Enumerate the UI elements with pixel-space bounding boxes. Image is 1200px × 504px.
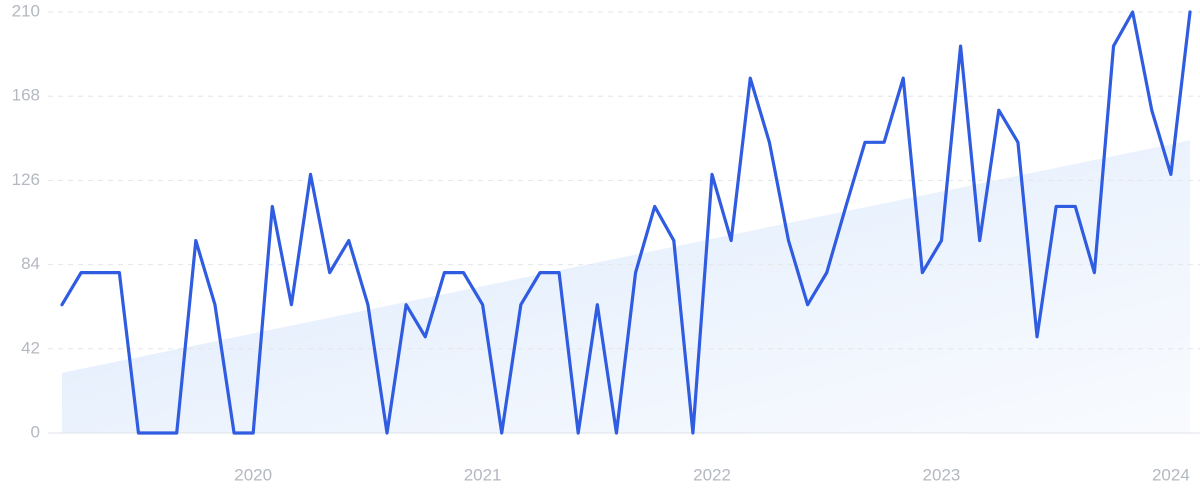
series-line: [60, 10, 1192, 435]
x-tick-label: 2024: [1152, 465, 1190, 484]
y-tick-label: 0: [31, 422, 40, 441]
x-tick-label: 2023: [923, 465, 961, 484]
x-tick-label: 2022: [693, 465, 731, 484]
x-tick-label: 2020: [234, 465, 272, 484]
y-tick-label: 84: [21, 254, 40, 273]
y-tick-label: 168: [12, 86, 40, 105]
x-tick-label: 2021: [464, 465, 502, 484]
y-tick-label: 42: [21, 338, 40, 357]
y-tick-label: 126: [12, 170, 40, 189]
trend-area: [62, 140, 1190, 434]
y-tick-label: 210: [12, 1, 40, 20]
